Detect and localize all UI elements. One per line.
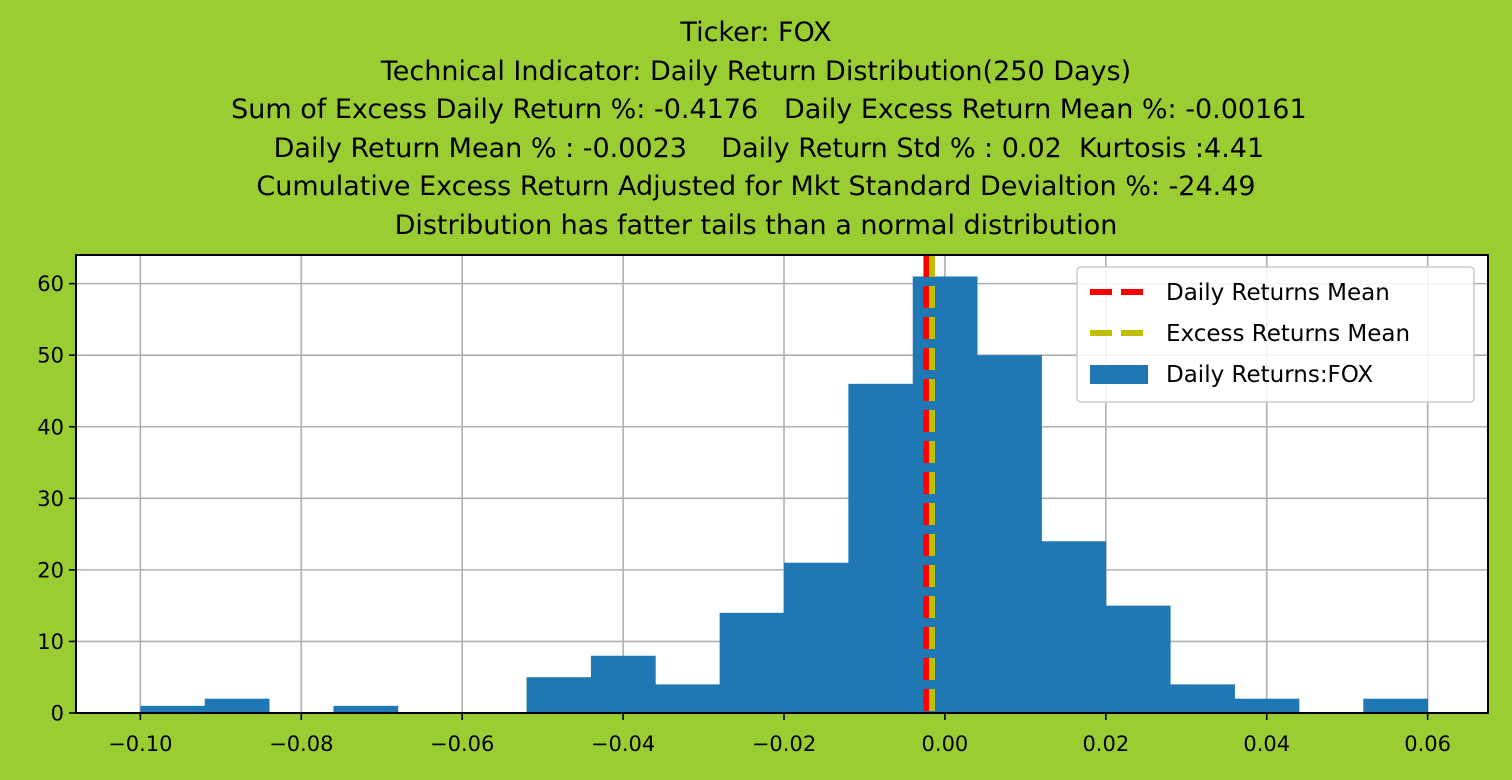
y-tick-label-4: 40: [37, 415, 64, 439]
histogram-bar-7: [590, 655, 656, 713]
mean-lines: [923, 255, 935, 713]
x-tick-label-0: −0.10: [108, 732, 172, 756]
y-tick-label-5: 50: [37, 344, 64, 368]
legend-label-1: Excess Returns Mean: [1166, 321, 1410, 347]
x-tick-label-2: −0.06: [430, 732, 494, 756]
y-tick-label-1: 10: [37, 630, 64, 654]
histogram-bar-1: [204, 698, 270, 713]
histogram-bar-12: [912, 276, 978, 713]
y-tick-label-2: 20: [37, 558, 64, 582]
histogram-bars: [140, 276, 1429, 713]
x-tick-label-8: 0.06: [1404, 732, 1451, 756]
axes-frame: [75, 254, 1489, 714]
y-tick-label-3: 30: [37, 487, 64, 511]
legend-swatch-2: [1090, 365, 1148, 384]
legend-label-0: Daily Returns Mean: [1166, 280, 1390, 306]
histogram-bar-16: [1170, 684, 1235, 713]
histogram-bar-19: [1363, 698, 1429, 713]
histogram-bar-11: [848, 383, 914, 713]
histogram-bar-8: [655, 684, 721, 713]
histogram-bar-0: [140, 705, 206, 713]
histogram-bar-17: [1234, 698, 1300, 713]
histogram-bar-10: [784, 562, 849, 713]
title-line-tails: Distribution has fatter tails than a nor…: [394, 209, 1118, 241]
x-tick-label-4: −0.02: [752, 732, 816, 756]
legend-label-2: Daily Returns:FOX: [1166, 362, 1373, 388]
legend-box: [1076, 266, 1475, 403]
x-tick-label-3: −0.04: [591, 732, 655, 756]
x-tick-label-5: 0.00: [922, 732, 969, 756]
y-tick-label-6: 60: [37, 272, 64, 296]
x-tick-label-6: 0.02: [1082, 732, 1129, 756]
legend: Daily Returns Mean Excess Returns Mean Dai…: [1076, 266, 1475, 403]
chart-title: Ticker: FOX Technical Indicator: Daily R…: [0, 14, 1512, 245]
title-line-cumulative: Cumulative Excess Return Adjusted for Mk…: [256, 171, 1256, 202]
title-line-mean-std: Daily Return Mean % : -0.0023 Daily Retu…: [247, 132, 1265, 164]
title-line-ticker: Ticker: FOX: [680, 17, 832, 48]
y-tick-label-0: 0: [51, 702, 64, 726]
histogram-bar-3: [333, 705, 399, 713]
axis-ticks: −0.10 −0.08 −0.06 −0.04 −0.02 0.00 0.02 0.04 0.0…: [37, 272, 1451, 756]
histogram-bar-13: [977, 355, 1042, 713]
x-tick-label-1: −0.08: [269, 732, 333, 756]
histogram-bar-9: [719, 612, 785, 713]
histogram-bar-6: [526, 677, 592, 713]
histogram-bar-14: [1041, 541, 1107, 713]
title-line-excess-sum: Sum of Excess Daily Return %: -0.4176 Da…: [205, 94, 1307, 125]
title-line-indicator: Technical Indicator: Daily Return Distri…: [380, 55, 1132, 87]
x-tick-label-7: 0.04: [1243, 732, 1290, 756]
histogram-bar-15: [1105, 605, 1171, 713]
